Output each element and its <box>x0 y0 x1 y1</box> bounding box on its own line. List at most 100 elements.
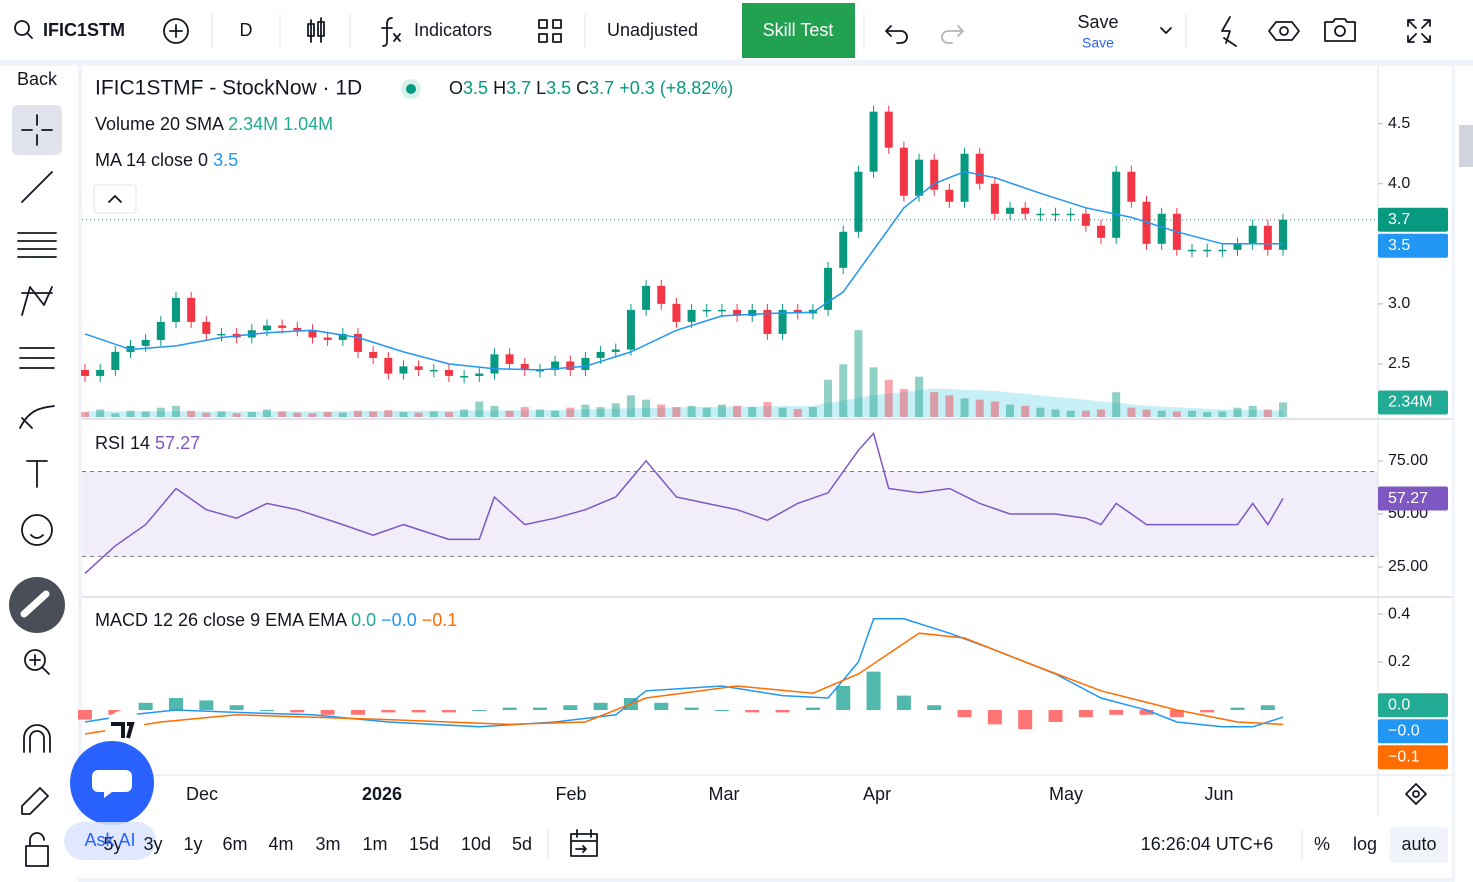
range-button[interactable]: 1m <box>362 834 387 854</box>
indicators-button[interactable]: Indicators <box>414 20 492 40</box>
volume-bar <box>171 405 180 417</box>
overlay: 4.54.03.02.575.0050.0025.000.40.23.73.52… <box>64 77 1448 863</box>
range-button[interactable]: 4m <box>268 834 293 854</box>
ohlc-value: 3.7 <box>589 78 614 98</box>
zoom-tool[interactable] <box>24 649 46 671</box>
candle-body <box>535 369 544 372</box>
screenshot-icon[interactable] <box>1324 18 1356 42</box>
search-icon[interactable] <box>14 20 30 36</box>
volume-bar <box>1218 411 1227 417</box>
time-label: Feb <box>555 784 586 804</box>
candle-body <box>566 361 575 370</box>
volume-bar <box>369 411 378 417</box>
go-to-date[interactable] <box>570 829 598 857</box>
range-button[interactable]: 10d <box>461 834 491 854</box>
adjustment-button[interactable]: Unadjusted <box>607 20 698 40</box>
ask-ai-label[interactable]: Ask AI <box>84 830 135 850</box>
back-button[interactable]: Back <box>17 69 58 89</box>
time-label: Mar <box>709 784 740 804</box>
macd-histogram-bar <box>1139 709 1154 715</box>
indicators-icon[interactable] <box>381 17 401 47</box>
price-badge-label: −0.0 <box>1388 722 1420 739</box>
save-caption: Save <box>1082 35 1114 51</box>
price-badge <box>1378 233 1448 258</box>
magnet-tool[interactable] <box>23 724 51 753</box>
brush-tool[interactable] <box>19 405 55 429</box>
candle-body <box>1112 171 1121 238</box>
candle-body <box>429 369 438 372</box>
volume-bar <box>930 392 939 417</box>
ohlc-key: L <box>536 78 546 98</box>
candle-body <box>399 366 408 374</box>
layouts-icon[interactable] <box>538 19 562 43</box>
macd-histogram-bar <box>684 707 699 710</box>
candle-body <box>1157 213 1166 244</box>
chart-type-icon[interactable] <box>307 17 325 43</box>
ask-ai-pill[interactable] <box>64 822 156 860</box>
candle-body <box>854 171 863 232</box>
candle-body <box>414 366 423 370</box>
candle-body <box>338 333 347 340</box>
auto-toggle[interactable]: auto <box>1401 834 1436 854</box>
candle-body <box>444 369 453 376</box>
volume-sma-value: 1.04M <box>283 114 333 134</box>
scrollbar[interactable] <box>1459 125 1473 167</box>
prediction-tool[interactable] <box>19 347 55 369</box>
macd-histogram-bar <box>532 707 547 710</box>
fullscreen-icon[interactable] <box>1407 19 1431 43</box>
macd-histogram-bar <box>1169 709 1184 718</box>
right-panel <box>1455 66 1473 882</box>
price-badge <box>1378 390 1448 415</box>
add-symbol-plus <box>169 24 183 38</box>
interval[interactable]: D <box>240 20 253 40</box>
range-button[interactable]: 1y <box>183 834 202 854</box>
volume-bar <box>1233 407 1242 417</box>
volume-bar <box>490 405 499 417</box>
collapse-legend-icon <box>108 195 122 203</box>
volume-bar <box>262 409 271 417</box>
save-button[interactable]: Save <box>1077 12 1118 32</box>
candle-body <box>899 147 908 196</box>
pattern-tool[interactable] <box>21 286 53 316</box>
candle-body <box>217 333 226 336</box>
add-symbol[interactable] <box>163 18 189 44</box>
fib-tool[interactable] <box>17 232 57 258</box>
settings-icon[interactable] <box>1268 21 1300 41</box>
range-button[interactable]: 5d <box>512 834 532 854</box>
volume-bar <box>748 407 757 417</box>
volume-sma-area <box>85 388 1283 417</box>
volume-bar <box>81 412 89 417</box>
candle-body <box>156 321 165 340</box>
percent-toggle[interactable]: % <box>1314 834 1330 854</box>
auto-scale-button[interactable] <box>1390 827 1448 863</box>
axis-settings[interactable] <box>1405 783 1427 805</box>
volume-bar <box>1036 407 1045 417</box>
plots <box>78 105 1383 735</box>
save-menu[interactable] <box>1160 27 1172 34</box>
trendline-tool[interactable] <box>21 171 53 203</box>
range-button[interactable]: 6m <box>222 834 247 854</box>
range-button[interactable]: 3m <box>315 834 340 854</box>
skill-test-button[interactable] <box>742 3 855 58</box>
emoji-tool[interactable] <box>21 514 53 546</box>
y-tick-label: 75.00 <box>1388 452 1428 469</box>
stay-drawing-tool[interactable] <box>21 787 49 815</box>
alert-icon[interactable] <box>1221 16 1237 47</box>
range-button[interactable]: 15d <box>409 834 439 854</box>
price-badge-label: 3.7 <box>1388 211 1410 228</box>
range-button[interactable]: 5y <box>103 834 122 854</box>
lock-tool[interactable] <box>25 832 49 867</box>
volume-bar <box>535 409 544 417</box>
macd-histogram-bar <box>836 686 851 710</box>
redo[interactable] <box>941 25 964 44</box>
range-button[interactable]: 3y <box>143 834 162 854</box>
volume-bar <box>566 407 575 417</box>
crosshair-tool[interactable] <box>12 105 62 155</box>
collapse-legend[interactable] <box>93 184 137 214</box>
undo[interactable] <box>885 25 908 44</box>
log-toggle[interactable]: log <box>1353 834 1377 854</box>
text-tool[interactable] <box>26 460 48 488</box>
symbol[interactable]: IFIC1STM <box>43 20 125 40</box>
candle-body <box>520 363 529 370</box>
